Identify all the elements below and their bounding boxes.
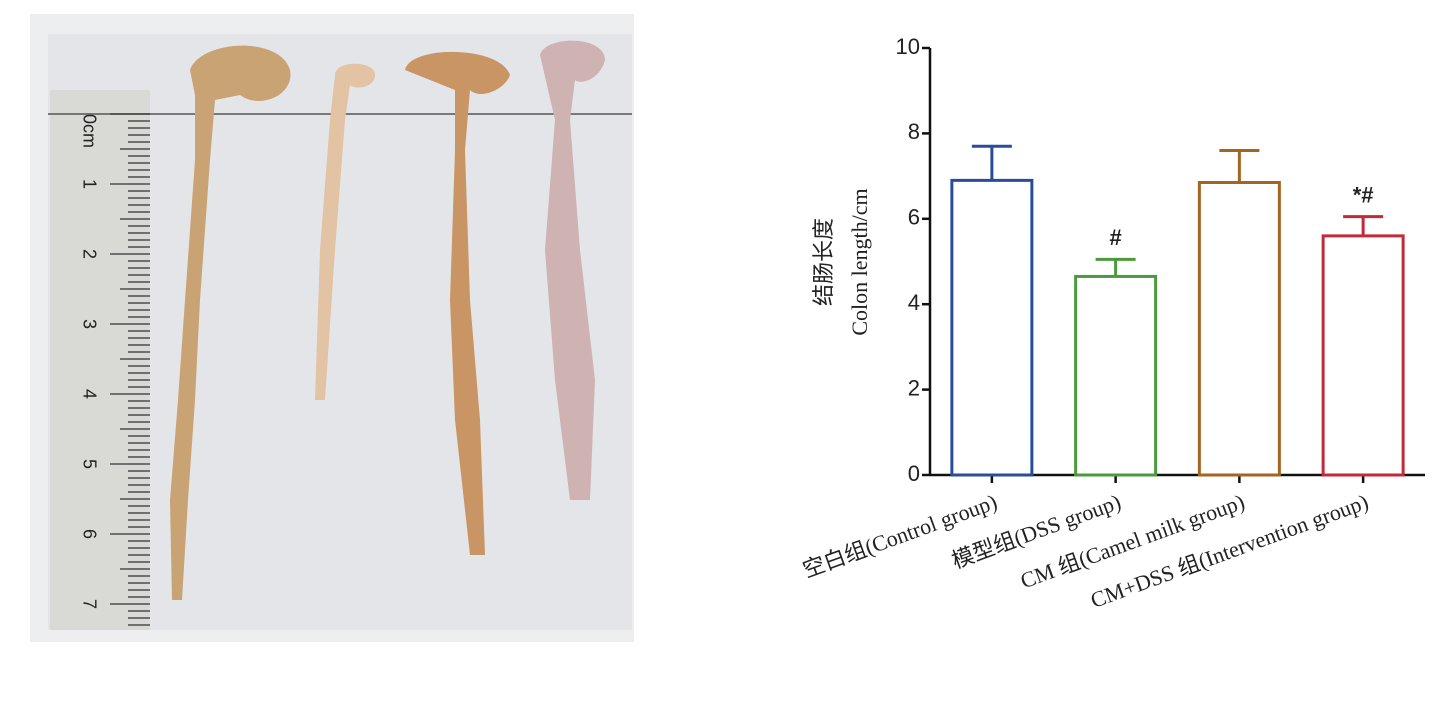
photo: 0cm 1 2 3 4 5 6 7 (30, 14, 634, 642)
annotation: # (1110, 225, 1122, 250)
y-axis-label: Colon length/cm (847, 188, 872, 335)
annotation: *# (1353, 182, 1374, 207)
y-tick-label: 8 (908, 119, 920, 144)
bar (950, 178, 1034, 477)
ruler (50, 90, 150, 630)
colon-4 (540, 40, 605, 500)
y-tick-label: 2 (908, 375, 920, 400)
bar (1074, 274, 1158, 477)
ruler-label: 6 (79, 529, 99, 539)
ruler-ticks: 0cm 1 2 3 4 5 6 7 (79, 113, 150, 626)
bar (1321, 234, 1405, 477)
colon-1 (170, 45, 291, 600)
ruler-label: 5 (79, 459, 99, 469)
ruler-label: 0cm (79, 114, 99, 148)
y-tick-label: 0 (908, 461, 920, 486)
y-tick-label: 4 (908, 290, 920, 315)
y-axis-label: 结肠长度 (811, 218, 836, 306)
ruler-label: 7 (79, 599, 99, 609)
colon-2 (315, 63, 375, 400)
ruler-label: 3 (79, 319, 99, 329)
y-tick-label: 6 (908, 205, 920, 230)
y-tick-label: 10 (896, 34, 920, 59)
ruler-label: 1 (79, 179, 99, 189)
colon-3 (405, 51, 510, 555)
bar (1197, 181, 1281, 477)
ruler-label: 4 (79, 389, 99, 399)
ruler-label: 2 (79, 249, 99, 259)
chart: 结肠长度 Colon length/cm 0246810空白组(Control … (799, 34, 1425, 613)
